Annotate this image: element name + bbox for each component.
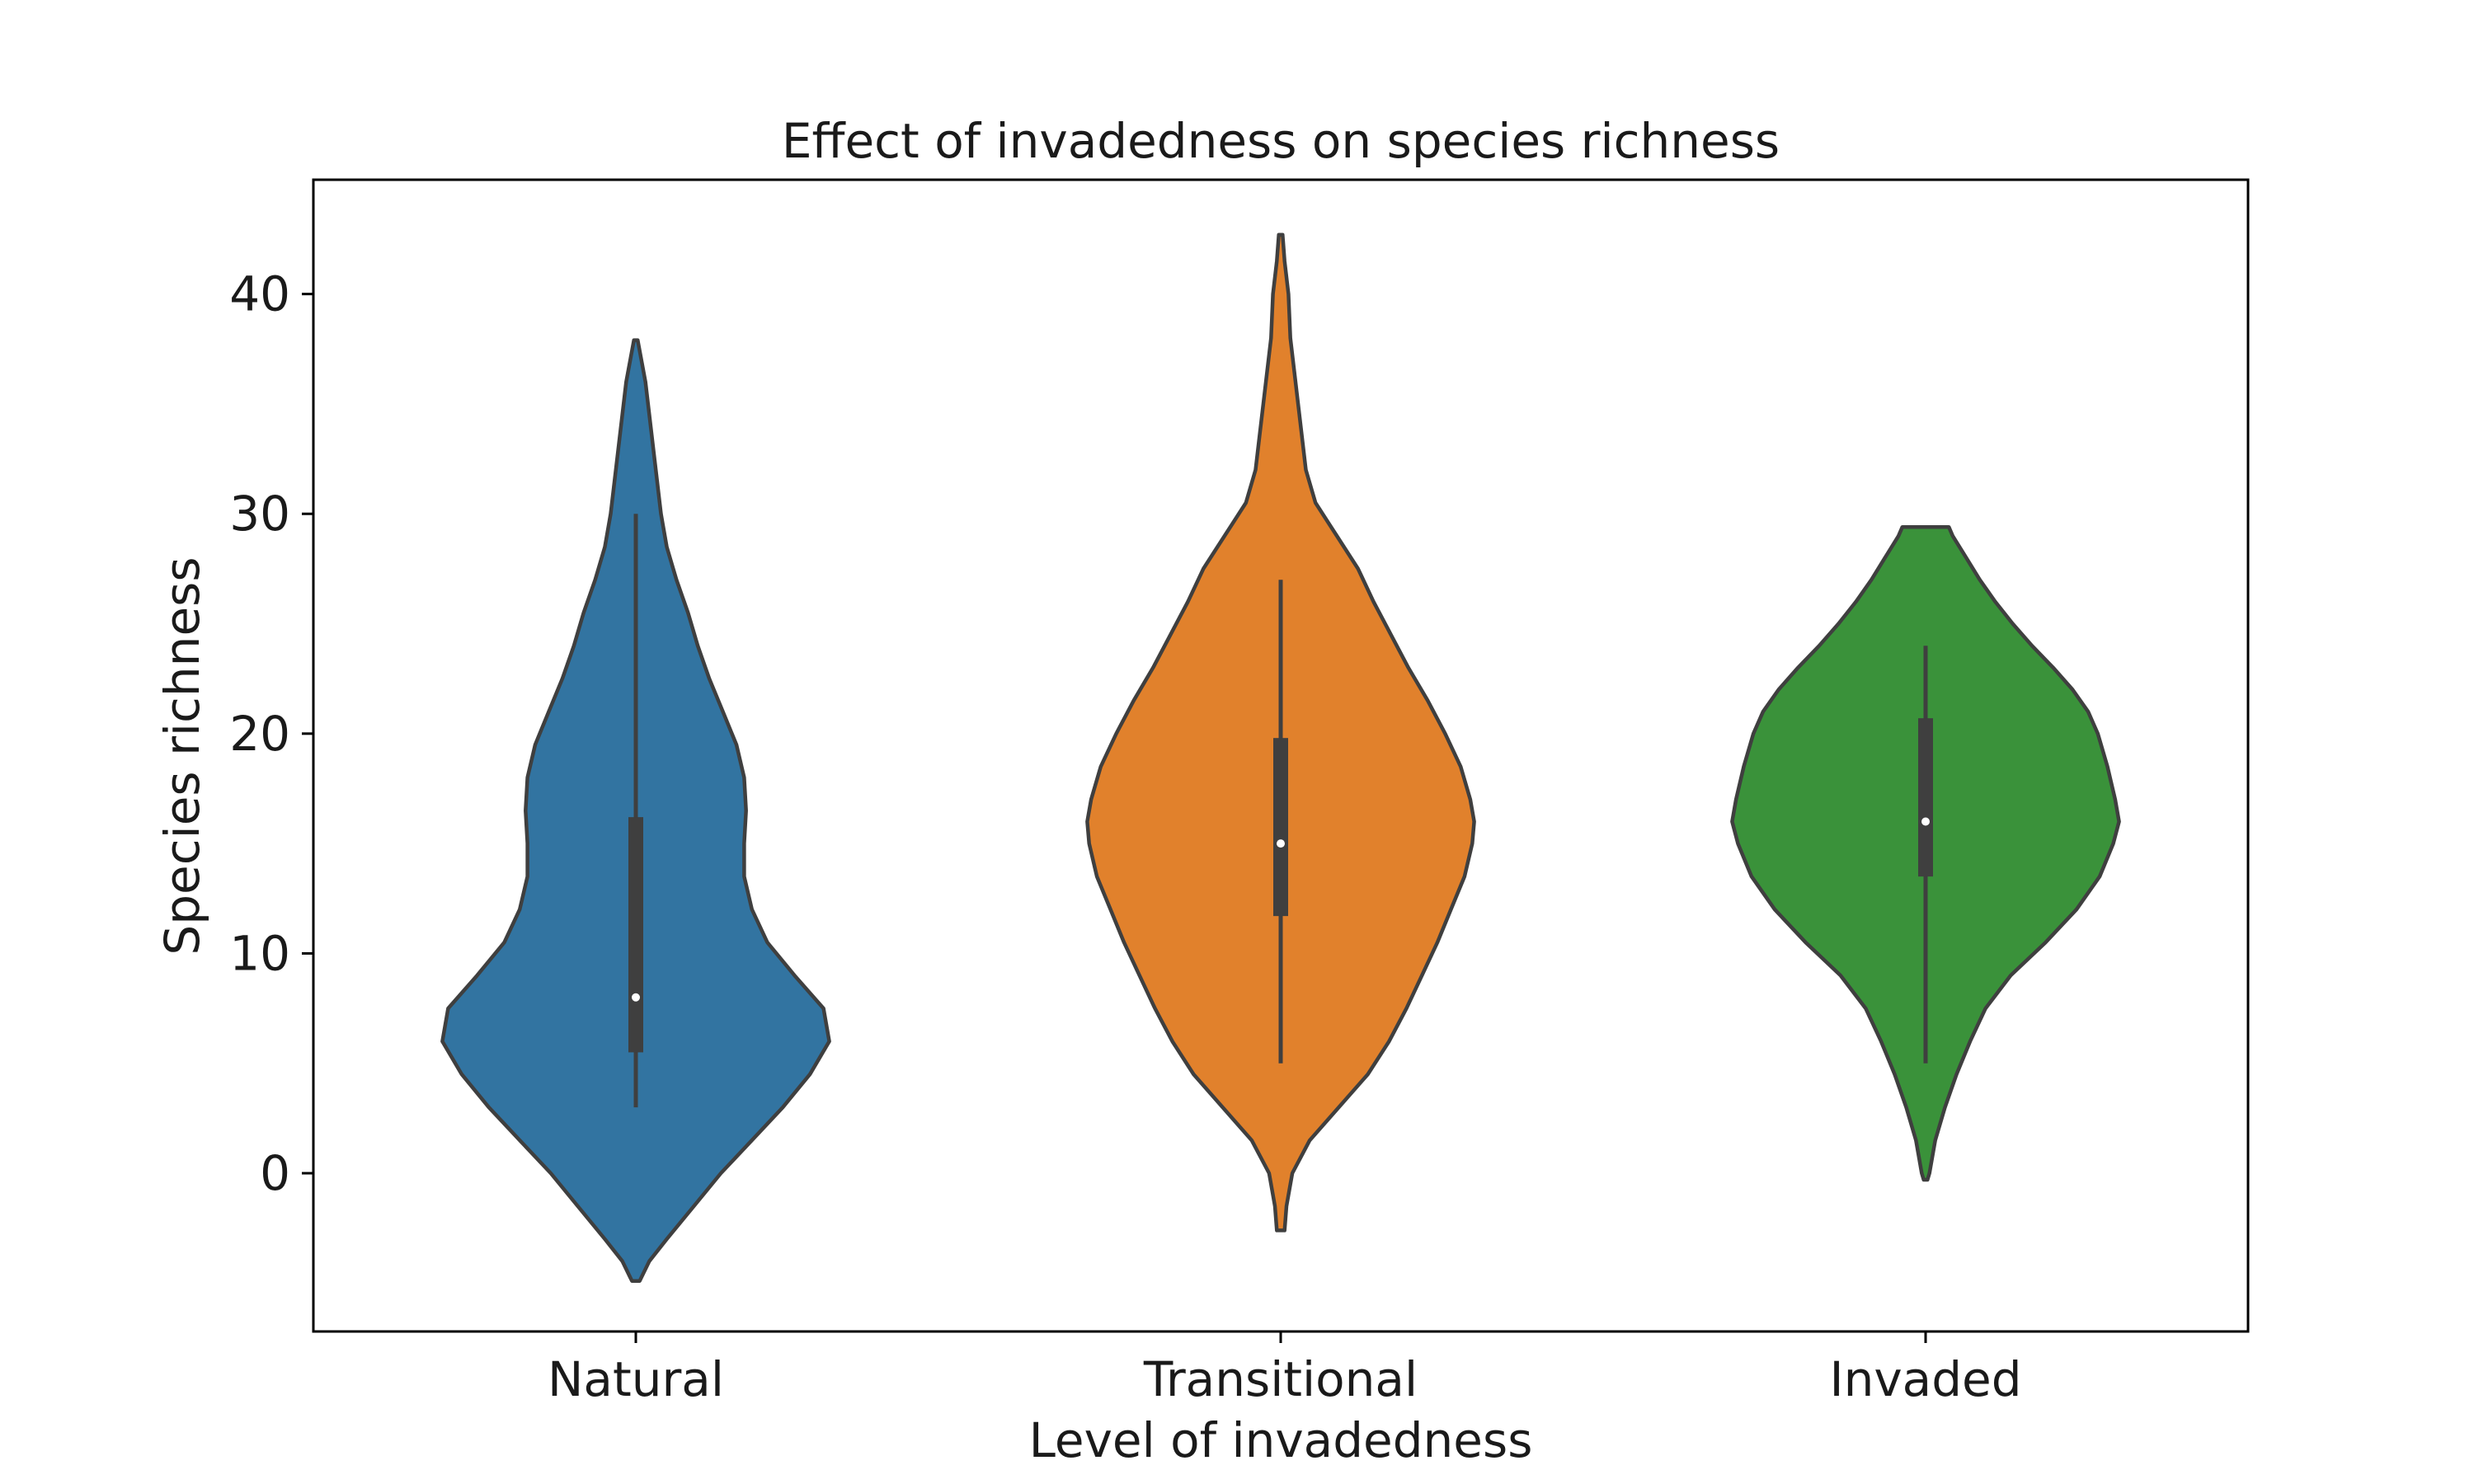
iqr-box-invaded bbox=[1918, 718, 1933, 877]
y-tick-label-10: 10 bbox=[229, 925, 290, 981]
y-tick-label-30: 30 bbox=[229, 486, 290, 542]
median-natural bbox=[632, 993, 640, 1002]
y-axis: 0 10 20 30 40 bbox=[229, 266, 313, 1201]
iqr-box-natural bbox=[628, 817, 643, 1053]
y-tick-label-20: 20 bbox=[229, 706, 290, 762]
x-tick-label-natural: Natural bbox=[548, 1351, 724, 1407]
chart-title: Effect of invadedness on species richnes… bbox=[782, 113, 1780, 169]
violins-layer bbox=[440, 232, 2121, 1283]
x-tick-label-transitional: Transitional bbox=[1143, 1351, 1418, 1407]
iqr-box-transitional bbox=[1273, 738, 1288, 917]
median-invaded bbox=[1921, 817, 1930, 826]
y-tick-label-40: 40 bbox=[229, 266, 290, 322]
y-axis-label: Species richness bbox=[154, 556, 210, 955]
median-transitional bbox=[1277, 839, 1285, 848]
y-tick-label-0: 0 bbox=[260, 1145, 290, 1201]
x-tick-label-invaded: Invaded bbox=[1829, 1351, 2021, 1407]
x-axis-label: Level of invadedness bbox=[1029, 1412, 1533, 1468]
x-axis: Natural Transitional Invaded bbox=[548, 1331, 2022, 1407]
